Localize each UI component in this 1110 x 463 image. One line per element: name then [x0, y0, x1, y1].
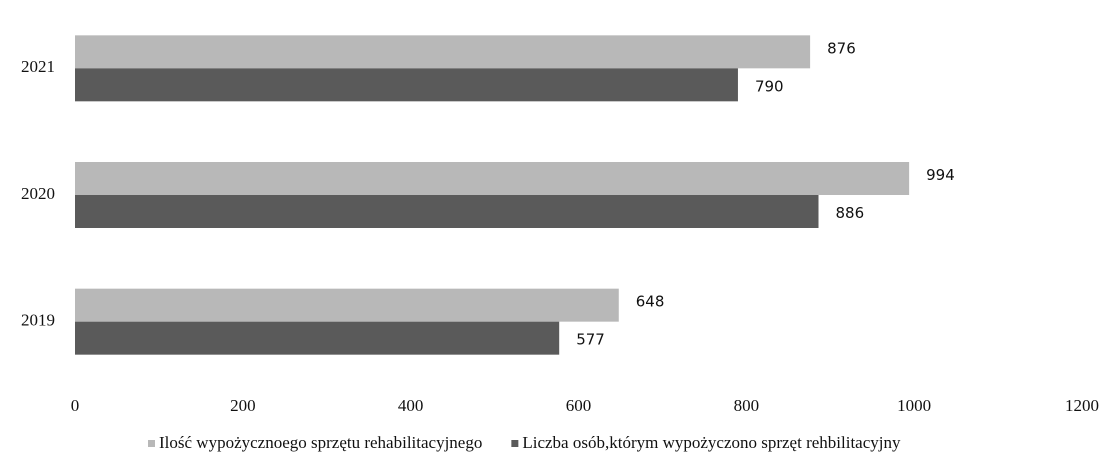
- legend-label: Ilość wypożycznoego sprzętu rehabilitacy…: [159, 433, 482, 452]
- value-label: 994: [926, 166, 955, 184]
- value-label: 577: [576, 331, 605, 349]
- value-label: 648: [636, 293, 665, 311]
- x-tick-label: 800: [734, 396, 760, 415]
- x-tick-label: 1200: [1065, 396, 1099, 415]
- bar: [75, 68, 738, 102]
- bar: [75, 35, 811, 69]
- legend-label: Liczba osób,którym wypożyczono sprzęt re…: [522, 433, 901, 452]
- value-label: 886: [836, 204, 865, 222]
- bar: [75, 288, 619, 322]
- y-tick-label: 2020: [21, 184, 55, 203]
- legend-swatch: [511, 440, 519, 447]
- value-label: 790: [755, 77, 784, 95]
- x-tick-label: 1000: [897, 396, 931, 415]
- x-tick-label: 0: [71, 396, 80, 415]
- value-label: 876: [827, 39, 856, 57]
- bar: [75, 162, 910, 195]
- y-tick-label: 2021: [21, 57, 55, 76]
- x-tick-label: 400: [398, 396, 424, 415]
- x-tick-label: 600: [566, 396, 592, 415]
- bar: [75, 195, 819, 228]
- x-tick-label: 200: [230, 396, 256, 415]
- y-tick-label: 2019: [21, 311, 55, 330]
- bar: [75, 321, 560, 355]
- legend-swatch: [148, 440, 155, 447]
